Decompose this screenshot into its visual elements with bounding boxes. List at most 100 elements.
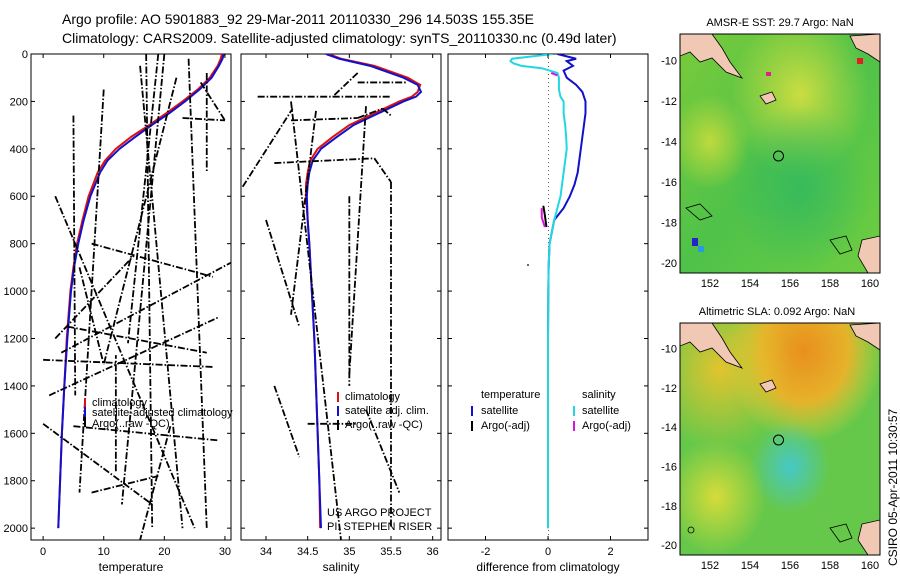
map-x-tick-label: 158 — [821, 560, 839, 572]
argo-raw-segment — [332, 72, 359, 98]
x-tick-label: 10 — [98, 546, 110, 558]
x-tick-label: 34.5 — [297, 546, 318, 558]
salinity-plot-area — [241, 54, 423, 540]
argo-raw-segment — [274, 157, 375, 164]
salinity-panel-frame — [240, 53, 442, 541]
map-y-tick-label: -18 — [661, 217, 677, 229]
argo-raw-segment — [43, 358, 213, 368]
satellite-line — [57, 54, 225, 529]
argo-raw-segment — [241, 108, 294, 188]
satellite-line — [305, 54, 423, 529]
land-mass — [857, 519, 880, 555]
sst-map-frame — [679, 33, 881, 274]
map-x-tick-label: 156 — [781, 278, 799, 290]
argo-raw-segment — [273, 385, 301, 458]
x-tick-label: 0 — [545, 546, 551, 558]
y-tick-label: 200 — [10, 96, 28, 108]
sst-red-pixels — [857, 58, 863, 64]
legend-satellite-adj: satellite adj. clim. — [345, 405, 429, 417]
y-tick-label: 400 — [10, 144, 28, 156]
sst-map-title: AMSR-E SST: 29.7 Argo: NaN — [706, 17, 853, 29]
x-tick-label: 35.5 — [380, 546, 401, 558]
legend-climatology: climatology — [92, 397, 148, 409]
map-y-tick-label: -18 — [661, 501, 677, 513]
salinity-argo-line — [540, 208, 546, 228]
argo-position-marker — [773, 150, 784, 162]
y-tick-label: 1000 — [4, 286, 28, 298]
argo-raw-segment — [182, 117, 225, 122]
argo-raw-segment — [60, 261, 231, 354]
argo-raw-segment — [365, 409, 401, 493]
legend-title-temperature: temperature — [481, 389, 540, 401]
reef-contour — [829, 235, 853, 255]
argo-position-marker — [773, 434, 784, 446]
land-mass — [857, 235, 880, 273]
legend-sal-argo: Argo(-adj) — [582, 420, 631, 432]
argo-raw-segment — [54, 195, 196, 529]
argo-raw-segment — [78, 89, 105, 493]
x-tick-label: 36 — [427, 546, 439, 558]
y-tick-label: 800 — [10, 239, 28, 251]
figure-title-line2: Climatology: CARS2009. Satellite-adjuste… — [62, 30, 617, 46]
map-x-tick-label: 154 — [741, 560, 759, 572]
map-y-tick-label: -20 — [661, 540, 677, 552]
argo-raw-segment — [91, 475, 159, 494]
argo-raw-segment — [199, 81, 226, 121]
y-tick-label: 1800 — [4, 476, 28, 488]
argo-raw-segment — [373, 157, 392, 183]
figure-title-line1: Argo profile: AO 5901883_92 29-Mar-2011 … — [62, 11, 534, 27]
reef-contour — [829, 523, 853, 543]
argo-raw-segment — [127, 54, 160, 344]
y-tick-label: 1600 — [4, 428, 28, 440]
x-tick-label: -2 — [481, 546, 491, 558]
map-y-tick-label: -16 — [661, 462, 677, 474]
x-tick-label: 30 — [219, 546, 231, 558]
temperature-legend: climatology satellite-adjusted climatolo… — [84, 397, 233, 430]
legend-argo-raw: Argo(..raw -QC) — [92, 418, 170, 430]
map-x-tick-label: 156 — [781, 560, 799, 572]
legend-argo-raw: Argo(..raw -QC) — [345, 419, 423, 431]
x-axis-label: salinity — [323, 560, 360, 574]
temperature-plot-area — [42, 54, 231, 540]
argo-raw-segment — [348, 106, 367, 375]
sst-cool-patch — [680, 34, 880, 273]
x-tick-label: 34 — [260, 546, 272, 558]
x-axis-label: temperature — [99, 560, 164, 574]
argo-raw-segment — [78, 267, 105, 365]
argo-raw-segment — [290, 101, 342, 540]
argo-raw-segment — [121, 54, 166, 505]
difference-plot-area — [509, 54, 587, 540]
argo-raw-segment — [265, 219, 301, 327]
map-y-tick-label: -14 — [661, 422, 677, 434]
pi-annotation: PI: STEPHEN RISER — [327, 521, 432, 533]
land-mass — [759, 91, 777, 105]
map-y-tick-label: -20 — [661, 258, 677, 270]
map-x-tick-label: 158 — [821, 278, 839, 290]
argo-raw-segment — [48, 316, 220, 397]
legend-sal-satellite: satellite — [582, 405, 619, 417]
map-y-tick-label: -12 — [661, 96, 677, 108]
side-timestamp: CSIRO 05-Apr-2011 10:30:57 — [886, 408, 900, 566]
argo-raw-segment — [72, 115, 77, 396]
map-x-tick-label: 152 — [701, 278, 719, 290]
reef-contour — [687, 526, 695, 534]
salinity-satellite-line — [509, 54, 568, 529]
argo-raw-segment — [290, 110, 317, 315]
difference-legend: temperature salinity satellite Argo(-adj… — [471, 389, 631, 432]
y-tick-label: 0 — [22, 49, 28, 61]
map-x-tick-label: 160 — [861, 278, 879, 290]
argo-raw-segment — [357, 107, 383, 119]
argo-raw-segment — [73, 425, 219, 442]
map-y-tick-label: -14 — [661, 136, 677, 148]
legend-satellite-adjusted: satellite-adjusted climatology — [92, 407, 233, 419]
y-tick-label: 1200 — [4, 333, 28, 345]
land-mass — [680, 34, 744, 79]
sla-map — [680, 323, 880, 555]
x-tick-label: 0 — [40, 546, 46, 558]
y-tick-label: 1400 — [4, 381, 28, 393]
reef-contour — [685, 203, 713, 221]
argo-raw-segment — [54, 254, 135, 340]
argo-raw-segment — [382, 107, 392, 117]
sst-blue-pixels — [698, 246, 704, 252]
